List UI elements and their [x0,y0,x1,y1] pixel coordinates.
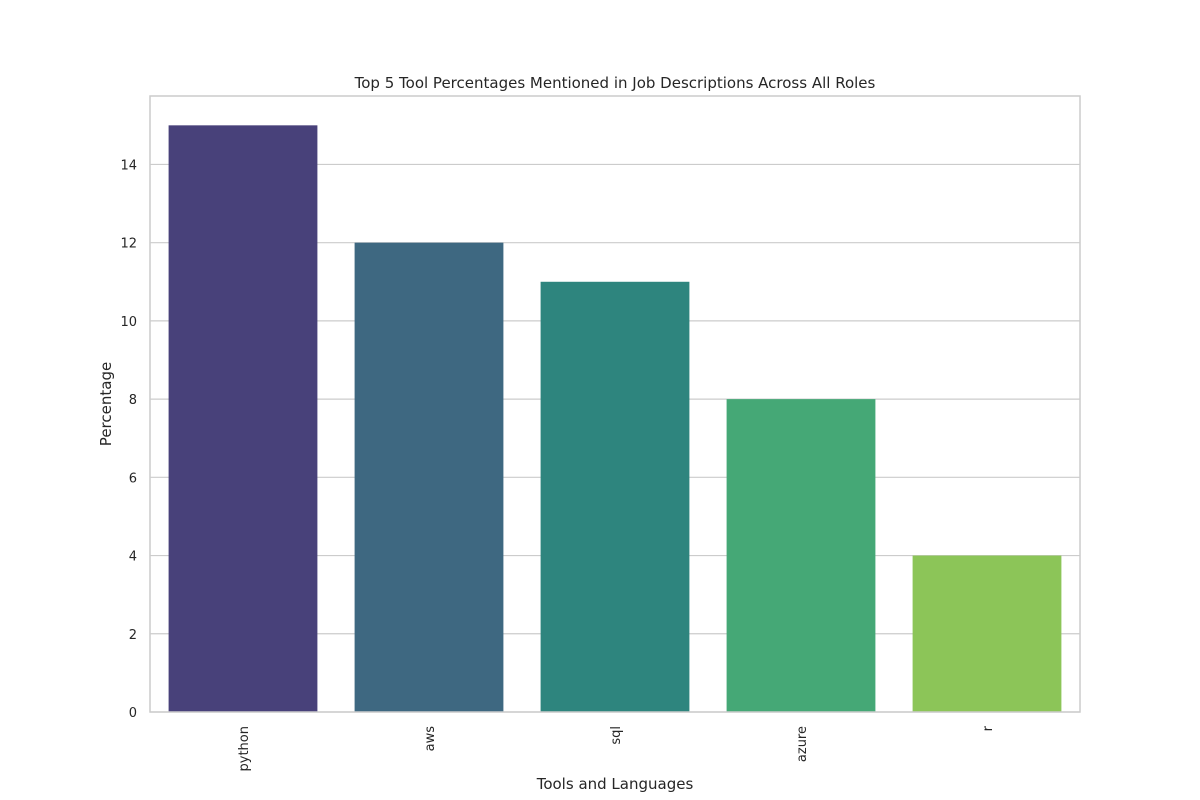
bar-python [168,125,318,713]
y-tick-label: 8 [129,393,137,408]
chart-title: Top 5 Tool Percentages Mentioned in Job … [354,74,876,92]
bar-azure [726,399,876,712]
y-tick-label: 12 [120,237,137,252]
plot-frame [149,95,1081,713]
y-tick-labels: 0 2 4 6 8 10 12 14 [120,158,137,721]
y-tick-label: 4 [129,550,137,565]
y-tick-label: 10 [120,315,137,330]
x-tick-label-sql: sql [609,726,624,745]
bar-r [912,555,1062,712]
x-tick-label-r: r [981,725,996,731]
x-tick-label-azure: azure [795,726,810,762]
bar-sql [540,281,690,712]
y-tick-label: 6 [129,471,137,486]
y-tick-label: 14 [120,158,137,173]
x-axis-label: Tools and Languages [536,775,694,793]
bars [168,125,1062,713]
x-tick-labels: python aws sql azure r [237,725,996,771]
y-tick-label: 0 [129,706,137,721]
x-tick-label-python: python [237,726,252,771]
x-tick-label-aws: aws [423,726,438,752]
y-tick-label: 2 [129,628,137,643]
y-axis-label: Percentage [97,362,115,446]
bar-aws [354,242,504,712]
